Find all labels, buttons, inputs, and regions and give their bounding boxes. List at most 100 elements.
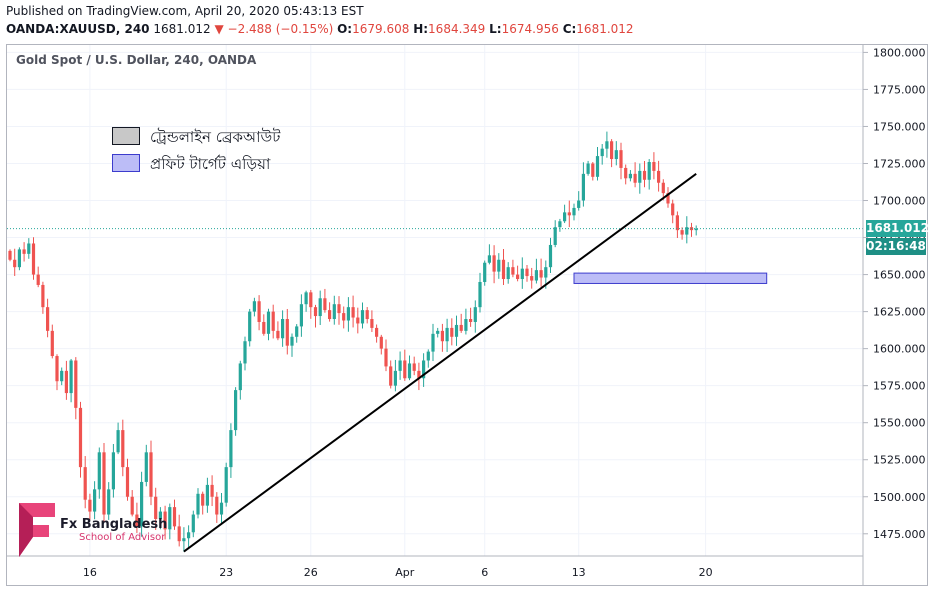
candle bbox=[328, 302, 332, 322]
candle-body bbox=[50, 330, 54, 357]
candle bbox=[102, 442, 106, 522]
candle bbox=[271, 304, 275, 339]
open-value: 1679.608 bbox=[352, 22, 410, 36]
candle bbox=[229, 423, 233, 478]
candle-body bbox=[379, 336, 383, 349]
candle bbox=[506, 262, 510, 284]
candle bbox=[553, 220, 557, 248]
candle bbox=[422, 353, 426, 387]
candle-body bbox=[638, 170, 642, 183]
candle bbox=[694, 225, 698, 236]
candle-body bbox=[271, 311, 275, 331]
candle-body bbox=[426, 351, 430, 361]
candle-body bbox=[64, 370, 68, 394]
candle-body bbox=[680, 230, 684, 235]
candle bbox=[610, 139, 614, 168]
candle bbox=[525, 265, 529, 282]
candle bbox=[511, 259, 515, 278]
candle-body bbox=[36, 274, 40, 285]
candle bbox=[205, 477, 209, 513]
candle-body bbox=[525, 268, 529, 277]
candle-body bbox=[487, 255, 491, 263]
candle-body bbox=[196, 493, 200, 515]
candle-body bbox=[685, 227, 689, 235]
candle-body bbox=[172, 507, 177, 527]
candle bbox=[652, 152, 656, 180]
candle bbox=[309, 289, 313, 319]
candle-body bbox=[31, 243, 36, 275]
candle bbox=[464, 308, 468, 335]
candle bbox=[262, 314, 266, 336]
candle-body bbox=[450, 327, 454, 337]
candle-body bbox=[511, 267, 515, 275]
candle-body bbox=[201, 493, 205, 506]
candle bbox=[586, 160, 590, 176]
candle-body bbox=[445, 327, 449, 342]
y-tick-label: 1700.000 bbox=[873, 195, 926, 208]
candle-body bbox=[97, 452, 101, 490]
candle bbox=[516, 265, 520, 282]
candle bbox=[454, 315, 459, 346]
candle-body bbox=[454, 324, 459, 337]
candle bbox=[177, 514, 181, 547]
candle-body bbox=[657, 170, 661, 183]
overlays bbox=[7, 173, 863, 553]
low-label: L: bbox=[489, 22, 502, 36]
candle-body bbox=[595, 156, 600, 177]
candle-body bbox=[558, 221, 562, 228]
candle bbox=[248, 308, 252, 347]
candle bbox=[398, 351, 402, 380]
candle bbox=[31, 237, 36, 280]
y-tick-label: 1475.000 bbox=[873, 528, 926, 541]
candle-body bbox=[22, 249, 26, 254]
candle bbox=[530, 267, 534, 289]
candle-body bbox=[177, 526, 181, 542]
candle-body bbox=[332, 304, 336, 320]
candle-body bbox=[93, 489, 97, 512]
candle-body bbox=[586, 163, 590, 174]
candle-body bbox=[224, 467, 228, 503]
candle-body bbox=[384, 348, 388, 367]
candle bbox=[563, 204, 567, 224]
candle bbox=[243, 336, 247, 371]
legend-swatch-gray bbox=[112, 127, 140, 145]
candle-body bbox=[234, 390, 238, 431]
candle-body bbox=[158, 511, 162, 519]
candle bbox=[487, 244, 491, 265]
candle bbox=[342, 306, 346, 329]
candle-body bbox=[422, 360, 426, 379]
candle bbox=[111, 443, 115, 498]
candle bbox=[605, 131, 609, 158]
candle bbox=[483, 260, 487, 286]
candle bbox=[116, 422, 120, 455]
candle-body bbox=[13, 259, 17, 268]
candle bbox=[252, 297, 256, 317]
candle-body bbox=[393, 370, 397, 386]
candle bbox=[74, 357, 78, 420]
candle bbox=[276, 321, 280, 341]
candle bbox=[257, 295, 261, 331]
candle-body bbox=[88, 499, 92, 512]
candle-body bbox=[328, 310, 332, 320]
candle-body bbox=[219, 502, 224, 515]
candle bbox=[370, 310, 374, 333]
candle-body bbox=[666, 193, 670, 204]
candles bbox=[8, 131, 698, 552]
ohlc-line: OANDA:XAUUSD, 240 1681.012 ▼ −2.488 (−0.… bbox=[6, 22, 634, 36]
candle bbox=[633, 162, 637, 188]
candle-body bbox=[205, 484, 209, 506]
candle bbox=[163, 505, 167, 540]
candle bbox=[135, 502, 139, 533]
candle-body bbox=[577, 200, 581, 208]
candle-body bbox=[290, 336, 294, 346]
candle bbox=[407, 355, 412, 381]
candle bbox=[389, 360, 393, 389]
candle-body bbox=[407, 363, 412, 379]
candle-body bbox=[459, 324, 463, 331]
candle bbox=[318, 290, 322, 326]
candle-body bbox=[365, 310, 369, 320]
candle-body bbox=[342, 313, 346, 321]
candle bbox=[130, 490, 134, 517]
candle-body bbox=[243, 341, 247, 364]
